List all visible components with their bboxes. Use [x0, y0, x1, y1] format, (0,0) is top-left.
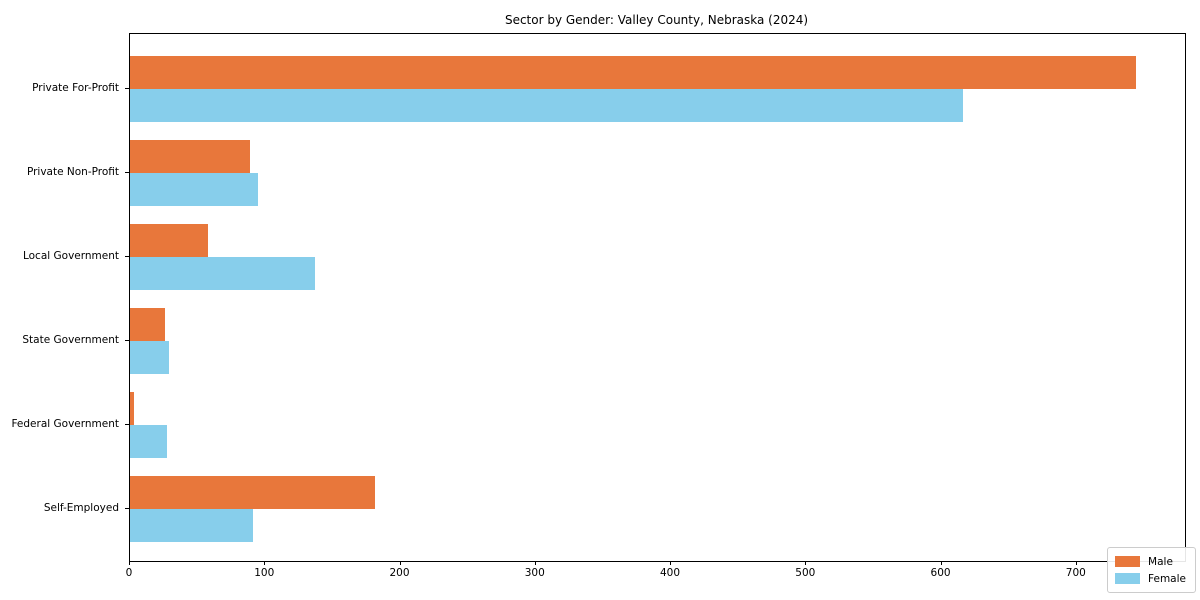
ytick-label: State Government [22, 334, 119, 346]
bar-group [130, 476, 1185, 542]
bar-group [130, 140, 1185, 206]
ytick-label: Private For-Profit [32, 82, 119, 94]
legend: Male Female [1107, 547, 1196, 593]
legend-entry-male: Male [1115, 553, 1186, 570]
xtick-mark [805, 561, 807, 565]
ytick-label: Self-Employed [43, 502, 119, 514]
ytick-mark [125, 508, 129, 509]
ytick-label: Federal Government [11, 418, 119, 430]
xtick-mark [534, 561, 536, 565]
male-swatch-icon [1115, 556, 1141, 567]
xtick-mark [399, 561, 401, 565]
ytick-mark [125, 88, 129, 89]
bar-male [130, 476, 375, 509]
bar-group [130, 392, 1185, 458]
xtick-label: 100 [254, 567, 275, 579]
legend-label-male: Male [1148, 555, 1173, 568]
xtick-label: 300 [524, 567, 545, 579]
xtick-label: 0 [125, 567, 133, 579]
ytick-label: Private Non-Profit [26, 166, 119, 178]
bar-female [130, 509, 253, 542]
ytick-mark [125, 424, 129, 425]
xtick-mark [1075, 561, 1077, 565]
bar-female [130, 173, 258, 206]
xtick-mark [129, 561, 130, 565]
bar-female [130, 341, 169, 374]
bar-female [130, 257, 315, 290]
xtick-label: 600 [930, 567, 951, 579]
bar-female [130, 425, 167, 458]
bar-male [130, 224, 208, 257]
ytick-mark [125, 340, 129, 341]
xtick-label: 200 [389, 567, 410, 579]
bar-male [130, 56, 1136, 89]
xtick-label: 700 [1065, 567, 1086, 579]
xtick-mark [264, 561, 266, 565]
xtick-label: 500 [795, 567, 816, 579]
ytick-mark [125, 172, 129, 173]
xtick-mark [940, 561, 942, 565]
ytick-label: Local Government [22, 250, 119, 262]
bar-female [130, 89, 963, 122]
bar-group [130, 224, 1185, 290]
legend-entry-female: Female [1115, 570, 1186, 587]
plot-area [129, 33, 1186, 562]
bar-male [130, 140, 250, 173]
xtick-label: 400 [659, 567, 681, 579]
bar-male [130, 392, 134, 425]
bar-male [130, 308, 165, 341]
bar-group [130, 308, 1185, 374]
ytick-mark [125, 256, 129, 257]
xtick-mark [670, 561, 672, 565]
bar-group [130, 56, 1185, 122]
chart-title: Sector by Gender: Valley County, Nebrask… [504, 13, 809, 27]
female-swatch-icon [1115, 573, 1141, 584]
legend-label-female: Female [1148, 572, 1186, 585]
